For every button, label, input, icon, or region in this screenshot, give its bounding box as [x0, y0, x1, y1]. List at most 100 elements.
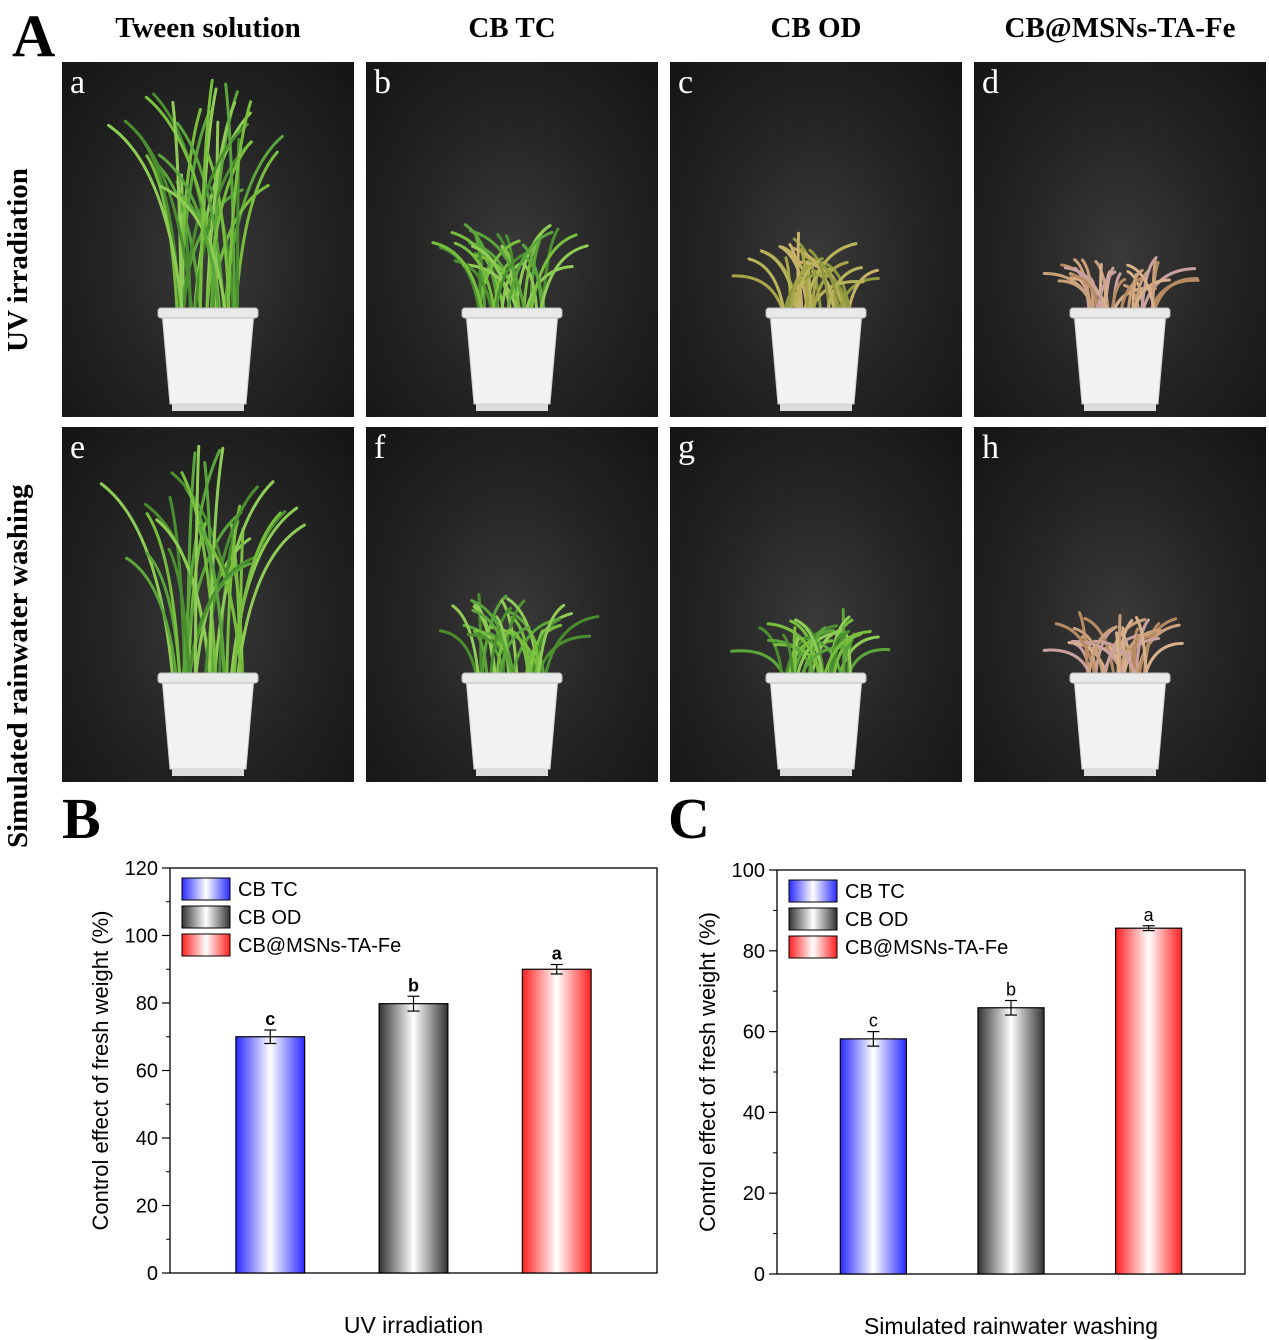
grass-blade [522, 254, 547, 318]
grass-blade [495, 615, 511, 683]
plant-photo: b [366, 62, 658, 417]
panel-a-letter: A [12, 3, 56, 69]
photo-label: c [678, 64, 694, 101]
pot-rim [765, 672, 867, 684]
y-tick-label: 20 [743, 1183, 765, 1205]
legend-swatch [788, 935, 838, 959]
grass-blade [1054, 622, 1098, 683]
bar [839, 1038, 907, 1275]
grass-blade [229, 506, 299, 683]
significance-letter: b [408, 975, 419, 995]
grass-blade [157, 153, 221, 318]
y-tick-label: 100 [732, 860, 765, 882]
grass-blade [505, 230, 554, 318]
grass-blade [493, 252, 528, 318]
panel-b-letter: B [62, 786, 101, 851]
legend-swatch [181, 933, 231, 957]
plant-illustration [107, 78, 284, 411]
pot-rim [461, 307, 563, 319]
pot-body [465, 676, 559, 770]
pot-body [1073, 311, 1167, 405]
panel-c-letter: C [668, 786, 710, 851]
plant-photo: g [670, 427, 962, 782]
legend-label: CB OD [238, 907, 301, 929]
grass-blade [171, 100, 183, 318]
significance-letter: c [265, 1009, 275, 1029]
plant-photo: c [670, 62, 962, 417]
grass-blade [462, 263, 520, 318]
legend-label: CB TC [238, 879, 298, 901]
pot-base [780, 769, 852, 776]
y-tick-label: 80 [743, 941, 765, 963]
photo-label: a [70, 64, 86, 101]
grass-blade [145, 154, 179, 318]
grass-blade [232, 511, 282, 683]
bar [235, 1036, 306, 1274]
grass-blade [1083, 616, 1116, 683]
pot-body [1073, 676, 1167, 770]
grass-blade [469, 229, 527, 318]
bar [977, 1007, 1045, 1275]
plant-illustration [1042, 611, 1184, 776]
significance-letter: c [869, 1011, 878, 1031]
legend-swatch [181, 877, 231, 901]
grass-blade [233, 150, 279, 318]
plant-illustration [431, 223, 589, 411]
pot-base [476, 404, 548, 411]
grass-blade [212, 480, 275, 683]
x-axis-label: Simulated rainwater washing [864, 1313, 1158, 1339]
grass-blade [145, 512, 182, 683]
y-axis-label: Control effect of fresh weight (%) [695, 912, 720, 1232]
legend-label: CB OD [845, 909, 908, 931]
column-header-cb-od: CB OD [770, 12, 862, 44]
column-header-cb-msns: CB@MSNs-TA-Fe [1004, 12, 1236, 44]
plant-illustration [731, 231, 880, 411]
y-tick-label: 0 [147, 1263, 158, 1285]
plant-photo: d [974, 62, 1266, 417]
grass-blade [125, 556, 179, 683]
grass-blade [107, 123, 185, 318]
row-header-rain: Simulated rainwater washing [2, 484, 34, 848]
legend-swatch [788, 879, 838, 903]
pot-rim [157, 672, 259, 684]
y-tick-label: 120 [125, 858, 158, 880]
grass-blade [431, 241, 485, 318]
grass-blade [208, 446, 225, 683]
pot-base [1084, 404, 1156, 411]
grass-blade [794, 618, 825, 683]
grass-blade [185, 555, 258, 683]
photo-label: g [678, 429, 695, 466]
significance-letter: a [552, 944, 563, 964]
photo-label: h [982, 429, 999, 466]
y-tick-label: 60 [743, 1022, 765, 1044]
x-axis-label: UV irradiation [344, 1312, 483, 1338]
grass-blade [198, 524, 226, 683]
grass-blade [235, 523, 306, 683]
y-tick-label: 100 [125, 926, 158, 948]
plant-illustration [1042, 256, 1200, 411]
grass-blade [477, 593, 483, 683]
pot-base [780, 404, 852, 411]
grass-blade [542, 615, 600, 683]
legend-label: CB@MSNs-TA-Fe [845, 937, 1008, 959]
chart-c: 0 20 40 60 80 100 Control effect of fresh weig… [695, 860, 1246, 1339]
grass-blade [203, 485, 259, 683]
bar [378, 1003, 449, 1274]
plant-photo: e [62, 427, 354, 782]
pot-body [769, 311, 863, 405]
photo-label: e [70, 429, 86, 466]
pot-rim [765, 307, 867, 319]
plant-photo: h [974, 427, 1266, 782]
pot-rim [1069, 672, 1171, 684]
y-tick-label: 0 [754, 1264, 765, 1286]
grass-blade [1134, 616, 1148, 683]
pot-rim [461, 672, 563, 684]
pot-body [161, 676, 255, 770]
pot-rim [1069, 307, 1171, 319]
bar [521, 968, 592, 1274]
grass-blade [528, 233, 578, 318]
grass-blade [193, 537, 252, 683]
pot-body [465, 311, 559, 405]
grass-blade [453, 259, 495, 318]
plant-illustration [730, 607, 891, 776]
